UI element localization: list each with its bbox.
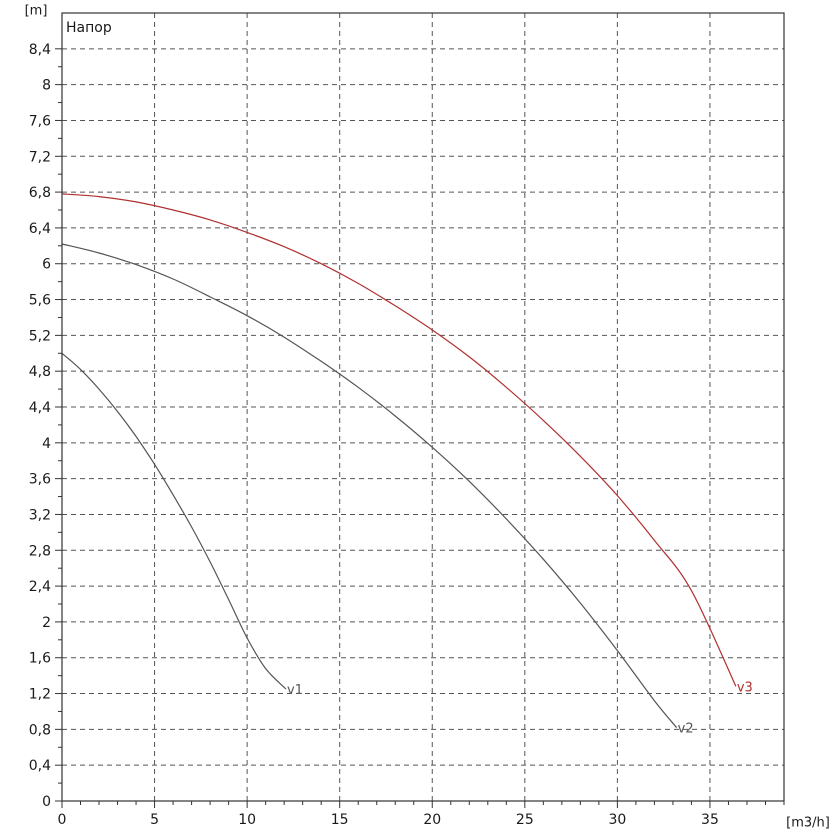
- x-tick-label: 10: [238, 812, 256, 828]
- curve-label-v2: v2: [678, 722, 694, 737]
- x-tick-label: 0: [58, 812, 67, 828]
- y-tick-label: 4,4: [29, 400, 51, 416]
- x-tick-label: 30: [608, 812, 626, 828]
- y-tick-label: 4,8: [29, 364, 51, 380]
- x-tick-labels: 0 5 10 15 20 25 30 35: [58, 812, 719, 828]
- series-line-v2: [61, 243, 678, 728]
- grid-lines: [62, 13, 784, 801]
- x-tick-label: 35: [701, 812, 719, 828]
- y-tick-label: 2,8: [29, 543, 51, 559]
- plot-inside-label: Напор: [66, 20, 112, 36]
- y-tick-label: 5,6: [29, 293, 51, 309]
- plot-frame: [61, 12, 785, 802]
- y-tick-label: 6: [42, 257, 51, 273]
- y-tick-label: 1,6: [29, 651, 51, 667]
- y-tick-label: 1,2: [29, 687, 51, 703]
- y-tick-label: 5,2: [29, 328, 51, 344]
- curve-labels: v1 v2 v3: [287, 680, 753, 736]
- y-tick-label: 8: [42, 78, 51, 94]
- x-tick-label: 15: [331, 812, 349, 828]
- y-tick-label: 0: [42, 794, 51, 810]
- series-lines: [61, 193, 737, 728]
- series-line-v3: [61, 193, 737, 687]
- y-tick-labels: 0 0,4 0,8 1,2 1,6 2 2,4 2,8 3,2 3,6 4 4,4 4,8 5,2 5,6 6…: [29, 42, 51, 810]
- x-axis-unit-label: [m3/h]: [786, 816, 830, 831]
- curve-label-v1: v1: [287, 683, 303, 698]
- y-tick-label: 7,2: [29, 149, 51, 165]
- x-tick-label: 25: [516, 812, 534, 828]
- y-tick-label: 7,6: [29, 113, 51, 129]
- y-tick-label: 0,4: [29, 758, 51, 774]
- y-tick-label: 6,8: [29, 185, 51, 201]
- y-tick-label: 2: [42, 615, 51, 631]
- y-tick-label: 6,4: [29, 221, 51, 237]
- x-tick-label: 5: [150, 812, 159, 828]
- y-tick-label: 0,8: [29, 722, 51, 738]
- series-line-v1: [61, 352, 287, 690]
- y-tick-label: 2,4: [29, 579, 51, 595]
- axis-ticks: [55, 48, 785, 808]
- x-tick-label: 20: [423, 812, 441, 828]
- y-tick-label: 4: [42, 436, 51, 452]
- curve-label-v3: v3: [737, 680, 753, 695]
- y-tick-label: 3,2: [29, 507, 51, 523]
- y-tick-label: 8,4: [29, 42, 51, 58]
- y-axis-unit-label: [m]: [25, 4, 48, 19]
- y-tick-label: 3,6: [29, 472, 51, 488]
